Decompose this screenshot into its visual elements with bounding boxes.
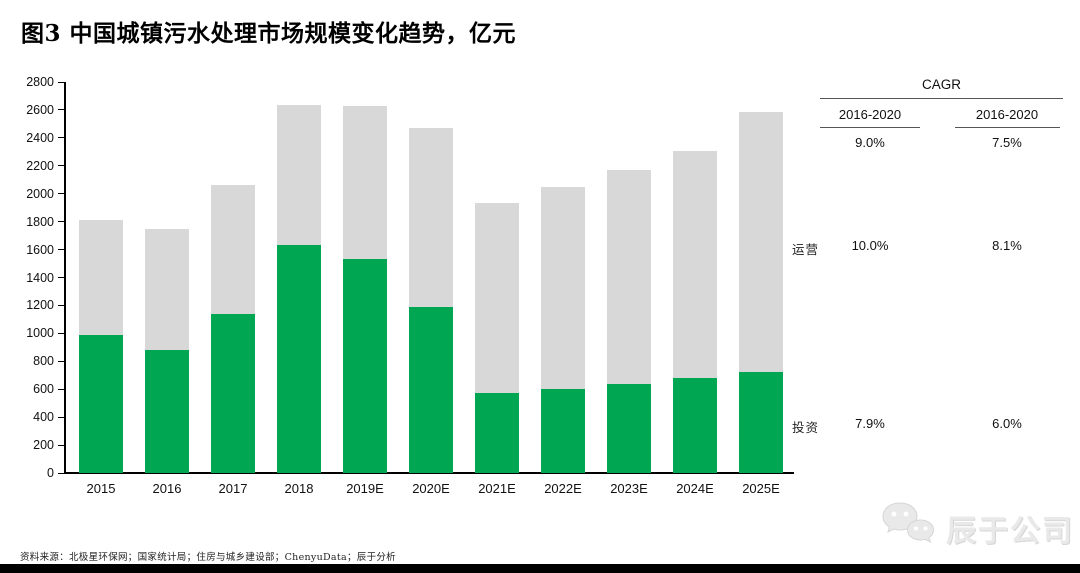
x-axis-label-2023E: 2023E (610, 481, 648, 496)
y-axis-tick-label: 0 (47, 466, 54, 480)
y-axis-tick (58, 109, 64, 111)
bar-investment-2017 (211, 313, 255, 473)
cagr-table-title: CAGR (921, 77, 961, 92)
y-axis-tick-label: 1200 (26, 298, 54, 313)
y-axis-tick (58, 137, 64, 139)
cagr-row-label-investment: 投资 (792, 420, 820, 435)
y-axis-tick (58, 81, 64, 83)
bar-operations-2018 (277, 105, 321, 246)
bar-operations-2017 (211, 184, 255, 314)
cagr-col-rule-2 (955, 127, 1060, 128)
source-note: 资料来源：北极星环保网；国家统计局；住房与城乡建设部；ChenyuData；辰于… (20, 552, 396, 563)
wechat-icon (880, 500, 938, 555)
y-axis-tick-label: 600 (33, 382, 54, 397)
cagr-operations-value-2: 8.1% (992, 238, 1022, 253)
y-axis-tick (58, 332, 64, 334)
cagr-row-label-operations: 运营 (792, 242, 820, 257)
cagr-col-rule-1 (820, 127, 920, 128)
y-axis-tick-label: 1600 (26, 242, 54, 257)
x-axis-label-2020E: 2020E (412, 481, 450, 496)
y-axis-tick (58, 388, 64, 390)
bar-investment-2020E (409, 306, 453, 473)
cagr-header-rule (820, 98, 1063, 99)
y-axis-tick (58, 416, 64, 418)
y-axis-tick-label: 2200 (26, 158, 54, 173)
cagr-col-header-1: 2016-2020 (838, 107, 902, 122)
bar-operations-2020E (409, 128, 453, 307)
bar-operations-2025E (739, 112, 783, 373)
bar-investment-2019E (343, 259, 387, 473)
bar-investment-2018 (277, 245, 321, 473)
bottom-black-bar (0, 564, 1080, 573)
bar-operations-2016 (145, 228, 189, 351)
bar-operations-2019E (343, 105, 387, 260)
y-axis-tick (58, 249, 64, 251)
cagr-total-value-2: 7.5% (992, 135, 1022, 150)
x-axis-label-2019E: 2019E (346, 481, 384, 496)
y-axis-tick-label: 1800 (26, 214, 54, 229)
bar-operations-2023E (607, 169, 651, 384)
bar-investment-2021E (475, 393, 519, 473)
y-axis-tick (58, 221, 64, 223)
bar-investment-2016 (145, 350, 189, 473)
bar-investment-2023E (607, 383, 651, 473)
y-axis-tick (58, 304, 64, 306)
y-axis-tick-label: 1000 (26, 326, 54, 341)
x-axis-label-2024E: 2024E (676, 481, 714, 496)
x-axis-label-2018: 2018 (284, 481, 314, 496)
y-axis-tick-label: 2800 (26, 75, 54, 89)
y-axis-tick (58, 277, 64, 278)
cagr-col-header-2: 2016-2020 (975, 107, 1039, 122)
x-axis-label-2015: 2015 (86, 481, 116, 496)
x-axis-label-2021E: 2021E (478, 481, 516, 496)
bar-investment-2015 (79, 334, 123, 473)
y-axis-tick (58, 193, 64, 195)
company-watermark: 辰于公司 (880, 500, 1074, 555)
cagr-operations-value-1: 10.0% (851, 238, 889, 253)
page-title: 图3 中国城镇污水处理市场规模变化趋势，亿元 (21, 20, 517, 47)
cagr-investment-value-1: 7.9% (855, 416, 885, 431)
x-axis-label-2022E: 2022E (544, 481, 582, 496)
y-axis-tick-label: 200 (33, 438, 54, 453)
x-axis-label-2017: 2017 (218, 481, 248, 496)
y-axis-tick (58, 444, 64, 446)
bar-operations-2022E (541, 187, 585, 390)
y-axis-tick-label: 400 (33, 410, 54, 425)
watermark-company-name: 辰于公司 (946, 514, 1074, 548)
y-axis-tick-label: 2000 (26, 186, 54, 201)
cagr-investment-value-2: 6.0% (992, 416, 1022, 431)
y-axis-tick-label: 800 (33, 354, 54, 369)
y-axis-tick (58, 472, 64, 474)
x-axis-line (64, 472, 794, 474)
bar-operations-2015 (79, 220, 123, 335)
bar-investment-2024E (673, 378, 717, 473)
y-axis-tick (58, 360, 64, 362)
y-axis-tick-label: 1400 (26, 270, 54, 285)
y-axis-tick-label: 2400 (26, 130, 54, 145)
y-axis-tick-label: 2600 (26, 102, 54, 117)
x-axis-label-2025E: 2025E (742, 481, 780, 496)
bar-investment-2022E (541, 389, 585, 473)
y-axis-line (64, 82, 66, 474)
cagr-total-value-1: 9.0% (855, 135, 885, 150)
bar-operations-2021E (475, 203, 519, 394)
bar-operations-2024E (673, 151, 717, 379)
bar-investment-2025E (739, 372, 783, 473)
x-axis-label-2016: 2016 (152, 481, 182, 496)
y-axis-tick (58, 165, 64, 167)
